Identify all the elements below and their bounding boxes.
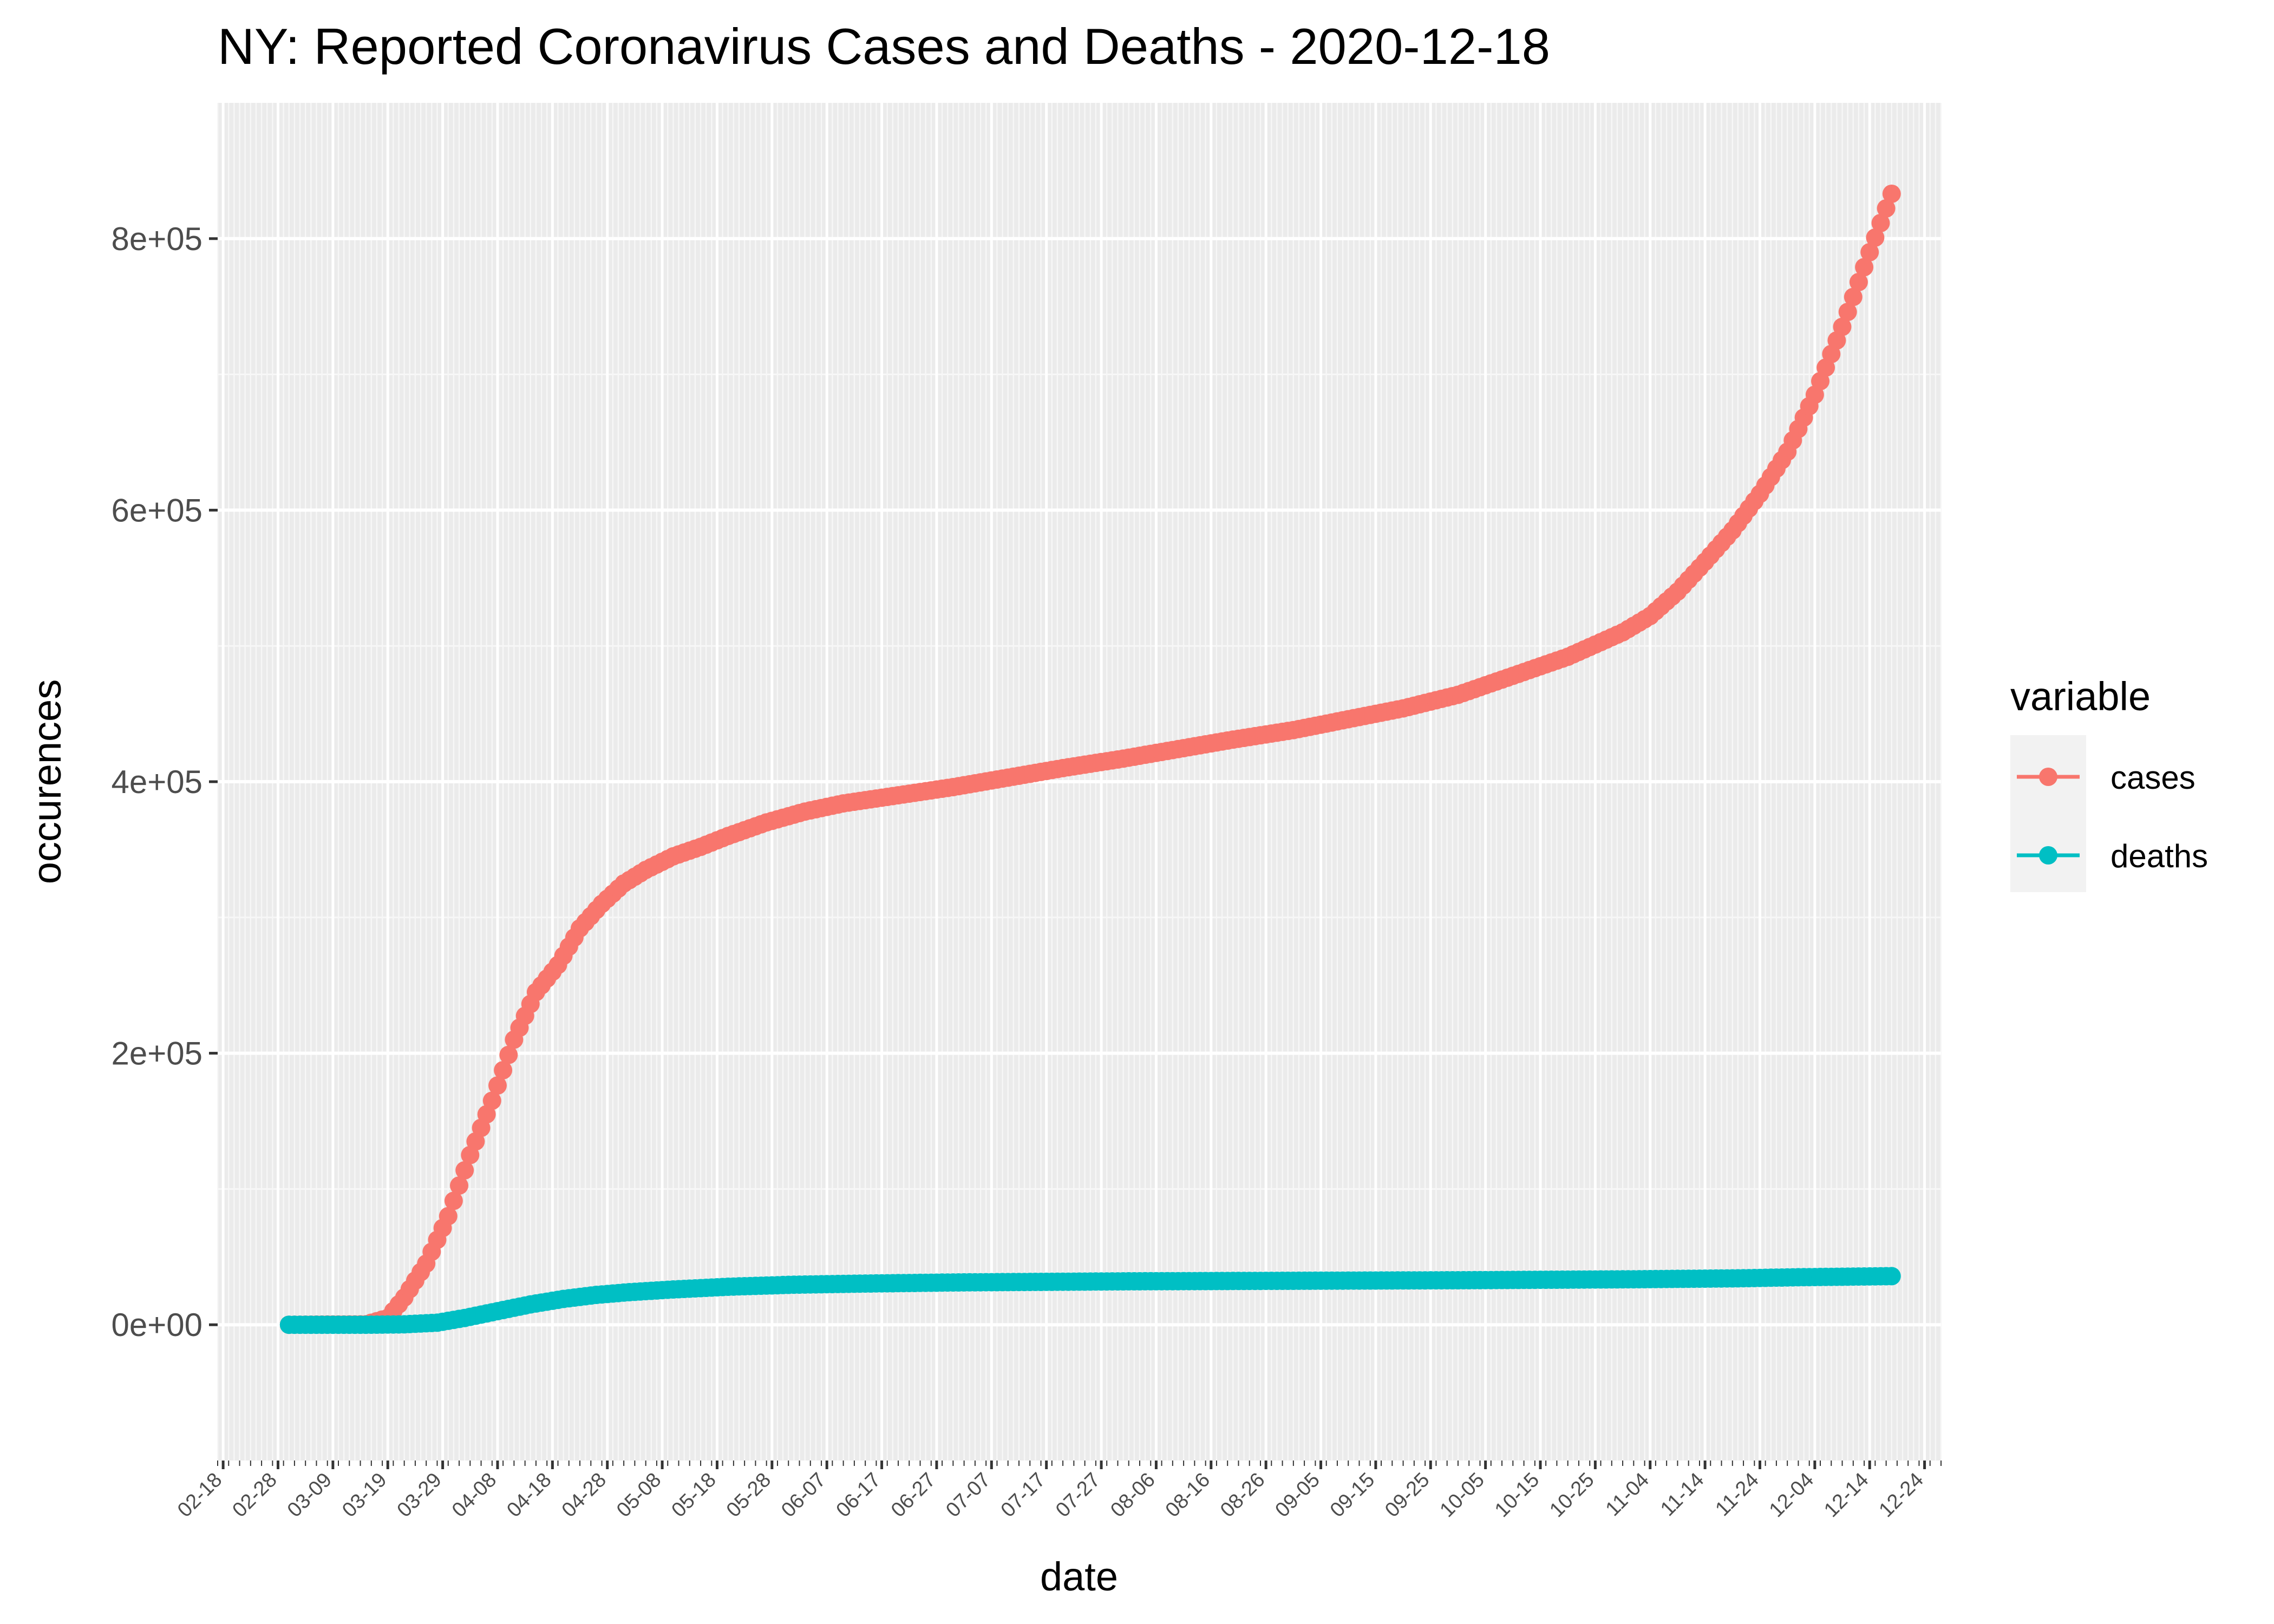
cases-point [1855, 258, 1874, 277]
cases-point [450, 1176, 468, 1195]
legend-label-deaths: deaths [2110, 838, 2208, 874]
cases-point [1833, 317, 1852, 336]
x-axis-label: date [1040, 1554, 1118, 1599]
legend-key-background [2010, 735, 2086, 892]
cases-point [1860, 243, 1879, 261]
cases-point [499, 1045, 518, 1064]
cases-point [494, 1061, 513, 1079]
cases-point [455, 1161, 474, 1180]
data-series [279, 185, 1901, 1334]
cases-point [1849, 273, 1868, 292]
legend-items: cases deaths [2017, 759, 2208, 874]
cases-point [1871, 214, 1890, 232]
major-x-gridlines [221, 103, 1926, 1461]
y-tick-label: 0e+00 [111, 1307, 202, 1343]
legend-label-cases: cases [2110, 759, 2195, 796]
y-tick-label: 6e+05 [111, 492, 202, 528]
y-axis: 0e+00 2e+05 4e+05 6e+05 8e+05 [111, 221, 218, 1343]
cases-point [1866, 228, 1885, 247]
cases-point [444, 1191, 463, 1210]
cases-point [439, 1207, 458, 1226]
cases-point [1882, 185, 1901, 203]
legend-key-point-cases [2039, 768, 2057, 786]
y-tick-label: 4e+05 [111, 764, 202, 800]
y-tick-label: 2e+05 [111, 1036, 202, 1072]
series-deaths [279, 1267, 1901, 1334]
cases-point [488, 1076, 507, 1095]
legend: variable cases deaths [2010, 674, 2208, 892]
y-tick-label: 8e+05 [111, 221, 202, 257]
legend-title: variable [2010, 674, 2151, 719]
legend-key-point-deaths [2039, 846, 2057, 865]
chart-title: NY: Reported Coronavirus Cases and Death… [218, 18, 1550, 75]
deaths-point [1882, 1267, 1901, 1286]
y-axis-label: occurences [24, 679, 69, 884]
cases-point [1838, 303, 1857, 322]
cases-point [1844, 287, 1863, 306]
cases-point [1877, 199, 1896, 218]
y-gridlines [218, 237, 1941, 1327]
cases-point [482, 1091, 501, 1110]
